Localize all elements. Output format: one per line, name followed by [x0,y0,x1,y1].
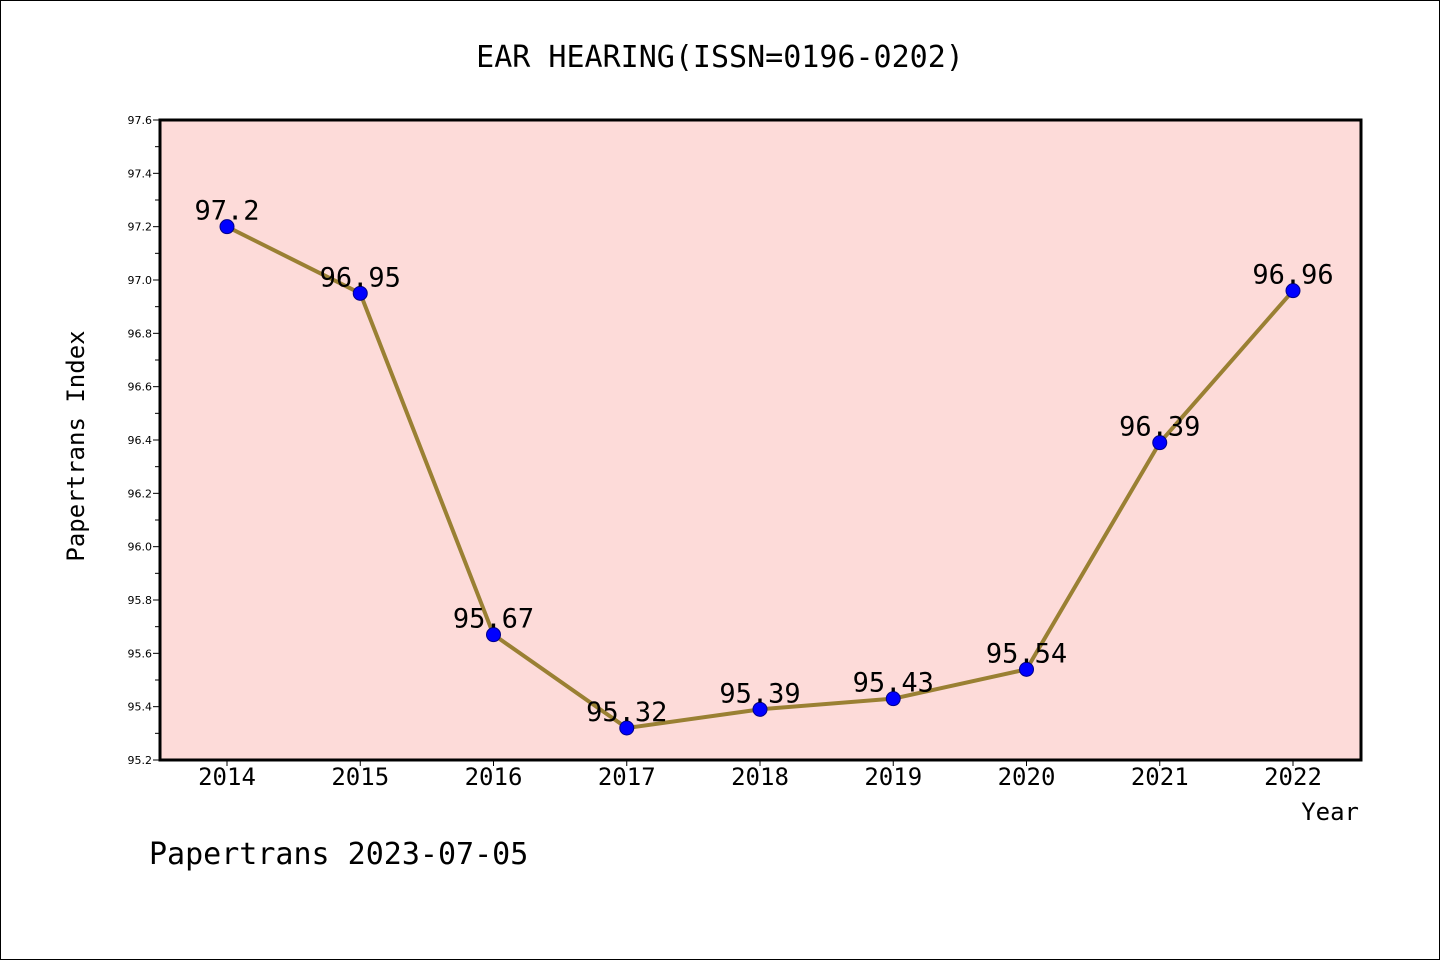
data-label: 95.67 [453,604,534,635]
data-point [1285,283,1301,299]
data-label: 95.43 [853,668,934,699]
y-axis: 95.2 95.4 95.6 95.8 96.0 96.2 96.4 96.6 96.8 97.0… [128,114,160,767]
x-axis-label: Year [1301,798,1359,826]
series-markers [219,219,1301,736]
x-tick-label: 2018 [731,763,789,791]
y-tick-label: 95.4 [128,701,153,714]
y-tick-label: 96.2 [128,487,153,500]
data-point [219,219,235,235]
y-tick-label: 97.0 [128,274,153,287]
y-tick-label: 97.2 [128,221,153,234]
x-tick-label: 2016 [465,763,523,791]
x-tick-label: 2020 [998,763,1056,791]
y-tick-label: 95.6 [128,647,153,660]
data-point [1152,435,1168,451]
data-point [752,701,768,717]
x-tick-label: 2021 [1131,763,1189,791]
y-tick-label: 97.4 [128,167,153,180]
x-tick-label: 2014 [198,763,256,791]
y-tick-label: 96.4 [128,434,153,447]
x-tick-label: 2015 [331,763,389,791]
data-point [619,720,635,736]
y-tick-label: 96.8 [128,327,153,340]
data-point [486,627,501,643]
x-axis: 2014 2015 2016 2017 2018 2019 2020 2021 2022 [198,760,1322,791]
y-tick-label: 95.8 [128,594,153,607]
y-tick-label: 97.6 [128,114,153,127]
x-tick-label: 2022 [1264,763,1322,791]
data-label: 95.39 [719,678,800,709]
y-axis-label: Papertrans Index [62,330,90,561]
data-label: 96.95 [320,262,401,293]
data-point [885,691,901,707]
x-tick-label: 2017 [598,763,656,791]
y-tick-label: 96.6 [128,381,153,394]
footer-text: Papertrans 2023-07-05 [149,837,528,872]
x-tick-label: 2019 [864,763,922,791]
y-tick-label: 95.2 [128,754,153,767]
data-label: 96.39 [1119,412,1200,443]
data-point [1019,661,1034,677]
data-label: 95.54 [986,638,1067,669]
chart-title: EAR HEARING(ISSN=0196-0202) [476,40,964,75]
y-tick-label: 96.0 [128,541,153,554]
data-label: 95.32 [586,697,667,728]
data-label: 97.2 [194,196,259,227]
data-point [352,285,368,301]
data-labels: 97.2 96.95 95.67 95.32 95.39 95.43 95.54 96.39 9… [194,196,1333,728]
data-label: 96.96 [1252,260,1333,291]
